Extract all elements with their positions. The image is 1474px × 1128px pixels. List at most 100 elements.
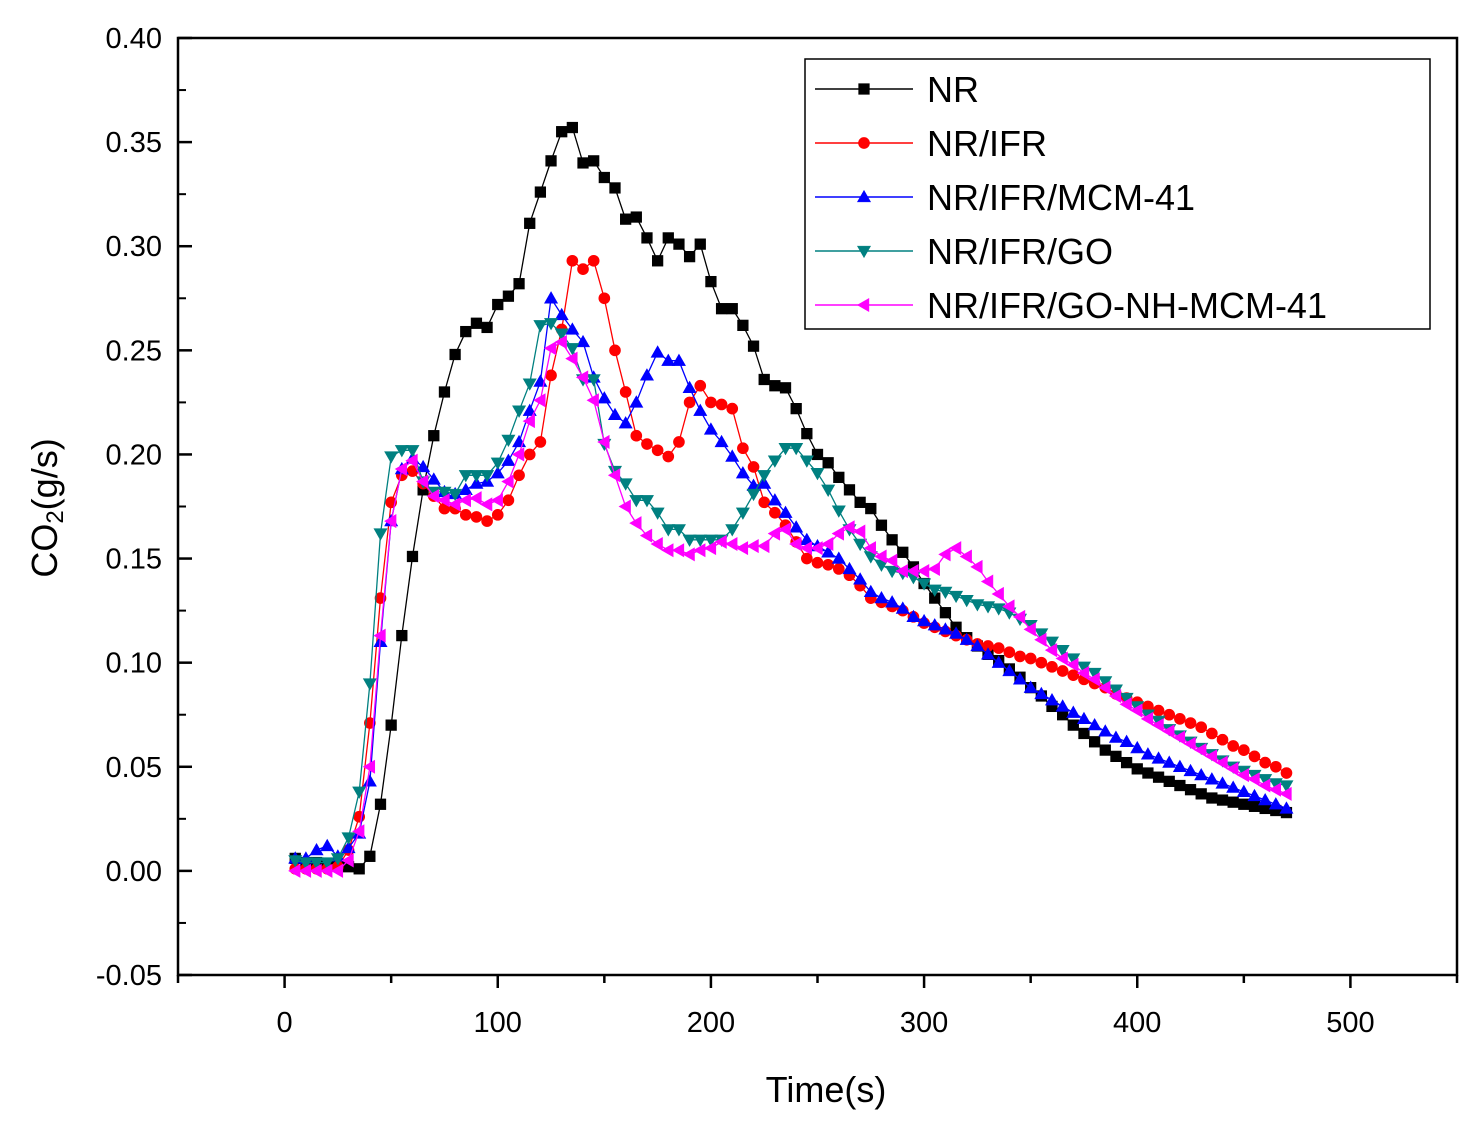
data-point [565,322,580,335]
data-point [1226,780,1241,793]
data-point [1067,719,1079,731]
data-point [1194,768,1209,781]
data-point [980,574,994,589]
data-point [662,232,674,244]
data-point [1151,718,1164,733]
data-point [843,484,856,496]
data-point [545,369,557,382]
data-point [1258,778,1271,793]
data-point [927,618,942,631]
data-point [810,468,825,481]
data-point [309,857,324,870]
data-point [789,520,804,533]
data-point [353,863,365,875]
data-point [789,536,802,551]
data-point [1130,740,1145,754]
data-point [1204,749,1218,764]
data-point [575,334,591,348]
y-tick-label: 0.20 [106,439,162,471]
data-point [1215,776,1230,789]
data-point [789,443,804,456]
data-point [886,534,898,546]
data-point [1268,797,1283,810]
data-point [949,626,964,639]
y-axis-title: CO2(g/s) [24,438,69,577]
data-point [565,351,578,366]
data-point [330,853,345,866]
data-point [746,488,761,502]
data-point [1248,800,1261,812]
data-point [1279,780,1294,793]
data-point [705,396,717,409]
data-point [693,403,708,416]
data-point [821,545,836,558]
data-point [481,515,493,527]
data-point [566,121,578,134]
data-point [767,493,782,506]
legend-label: NR/IFR/GO [927,231,1113,272]
data-point [309,842,324,856]
series-line [295,296,1287,860]
data-point [1151,751,1166,764]
data-point [607,407,623,421]
data-point [767,455,782,468]
data-point [671,543,685,558]
legend-label: NR/IFR/GO-NH-MCM-41 [927,285,1327,326]
data-point [481,321,493,334]
data-point [778,522,791,537]
data-point [544,291,559,304]
data-point [1216,794,1229,806]
data-point [1108,688,1122,703]
data-point [513,469,525,482]
data-point [1034,632,1047,647]
data-point [683,396,696,409]
data-point [373,628,386,643]
data-point [1003,646,1016,659]
legend-entry: NR/IFR [815,123,1047,164]
data-point [757,539,770,554]
data-point [1215,755,1228,770]
data-point [630,211,642,223]
data-point [811,556,824,569]
data-point [693,543,706,558]
data-point [650,345,665,358]
data-point [1236,768,1250,783]
data-point [1044,636,1060,649]
data-point [917,578,932,591]
data-point [1184,784,1197,796]
data-point [682,547,695,562]
data-point [492,298,504,311]
data-point [1046,661,1058,673]
data-point [821,536,834,551]
data-point [1183,736,1196,751]
axis-ticks [176,36,1459,988]
y-tick-label: 0.10 [106,648,162,680]
data-point [1163,775,1175,787]
data-point [1238,798,1250,810]
data-point [618,499,631,514]
data-point [715,398,728,411]
data-point [587,254,600,267]
data-point [491,509,504,521]
data-point [458,482,473,496]
data-point [1130,703,1143,718]
data-point [897,546,909,558]
x-tick-labels: 0 100 200 300 400 500 [277,1007,1375,1039]
data-point [619,386,632,398]
data-point [1087,672,1100,687]
data-point [554,328,569,341]
data-point [1206,792,1218,804]
legend-marker [856,189,872,203]
data-point [480,470,495,483]
data-point [405,453,418,468]
data-point [513,278,525,290]
data-point [747,461,760,473]
data-point [556,126,568,138]
data-point [703,422,718,435]
data-point [1162,724,1175,739]
data-point [1076,666,1090,681]
data-point [991,603,1006,616]
series-layer [288,121,1294,878]
data-point [778,443,793,456]
